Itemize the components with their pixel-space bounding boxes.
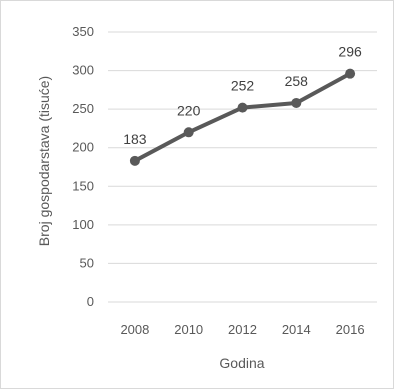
series-group — [129, 68, 356, 166]
data-point — [129, 155, 140, 166]
data-label: 252 — [231, 78, 255, 94]
y-tick-label: 300 — [72, 63, 94, 78]
y-tick-label: 200 — [72, 140, 94, 155]
data-labels: 183 220 252 258 296 — [123, 44, 362, 147]
y-tick-label: 50 — [80, 255, 94, 270]
x-tick-label: 2010 — [174, 322, 203, 337]
x-tick-label: 2014 — [282, 322, 311, 337]
y-tick-label: 150 — [72, 178, 94, 193]
x-tick-label: 2016 — [336, 322, 365, 337]
y-tick-label: 100 — [72, 217, 94, 232]
data-point — [237, 102, 248, 113]
y-tick-label: 350 — [72, 24, 94, 39]
y-tick-label: 0 — [87, 294, 94, 309]
data-point — [183, 127, 194, 138]
data-label: 220 — [177, 102, 201, 118]
gridlines — [108, 31, 377, 303]
y-tick-labels: 0 50 100 150 200 250 300 350 — [72, 24, 94, 309]
x-tick-label: 2012 — [228, 322, 257, 337]
data-point — [345, 68, 356, 79]
data-label: 296 — [338, 44, 362, 60]
y-axis-title: Broj gospodarstava (tisuće) — [36, 76, 52, 246]
y-tick-label: 250 — [72, 101, 94, 116]
x-axis-title: Godina — [219, 355, 264, 371]
x-tick-label: 2008 — [120, 322, 149, 337]
data-point — [291, 97, 302, 108]
data-label: 183 — [123, 131, 147, 147]
x-tick-labels: 2008 2010 2012 2014 2016 — [120, 322, 364, 337]
data-label: 258 — [285, 73, 309, 89]
